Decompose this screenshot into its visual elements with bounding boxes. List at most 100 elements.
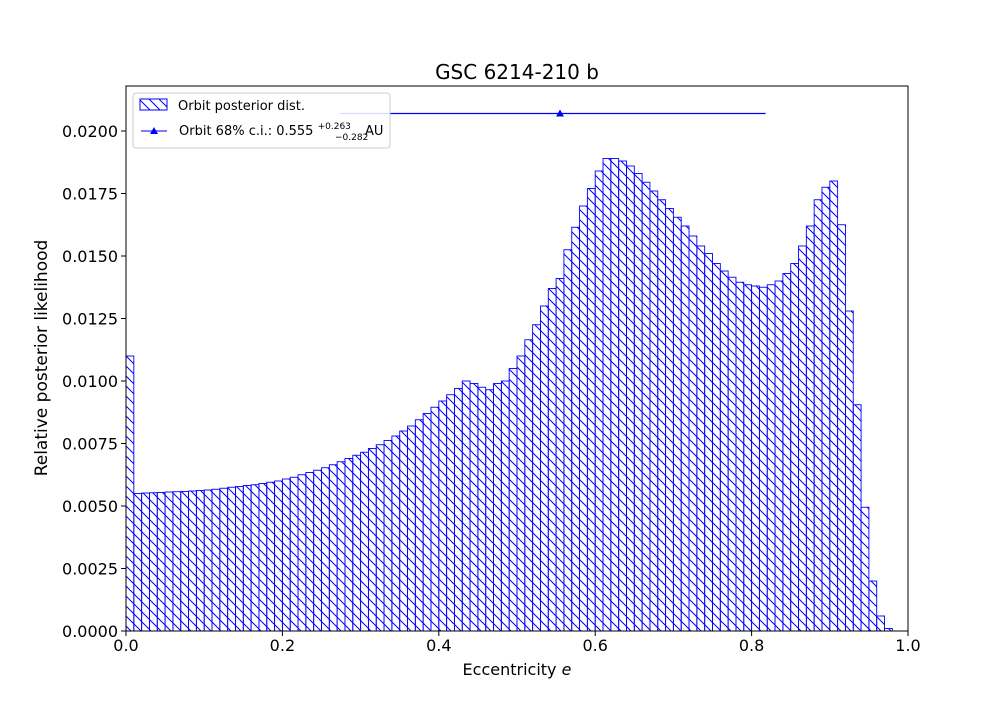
y-tick-label: 0.0000 [62, 622, 118, 641]
x-axis: 0.0 0.2 0.4 0.6 0.8 1.0 [113, 631, 921, 655]
histogram-bar [227, 486, 236, 632]
histogram-bar [211, 488, 221, 632]
histogram-bar [782, 273, 792, 632]
histogram-bar [602, 158, 612, 632]
histogram-bar [860, 506, 870, 632]
histogram-bar [751, 285, 760, 632]
histogram-bar [649, 190, 659, 632]
histogram-bar [407, 425, 416, 632]
histogram-bar [696, 245, 706, 632]
histogram-bar [813, 199, 823, 632]
histogram-bar [774, 280, 784, 632]
histogram-bar [837, 224, 846, 632]
histogram-bar [164, 491, 174, 632]
histogram-bar [626, 165, 635, 632]
histogram-bar [367, 448, 377, 632]
legend-entry-errorbar: Orbit 68% c.i.: 0.555 +0.263 −0.282 AU [179, 118, 383, 144]
histogram-bar [274, 480, 283, 632]
histogram-bar [360, 451, 369, 632]
x-axis-label-symbol: e [562, 660, 572, 679]
histogram-bar [422, 413, 432, 632]
x-tick-label: 0.4 [426, 636, 451, 655]
histogram-bar [258, 483, 268, 632]
x-tick-label: 0.8 [739, 636, 764, 655]
legend-errorbar-main: Orbit 68% c.i.: 0.555 [179, 124, 313, 139]
x-tick-label: 1.0 [895, 636, 920, 655]
y-tick-label: 0.0150 [62, 247, 118, 266]
histogram-bar [618, 160, 627, 632]
histogram-bar [453, 388, 463, 632]
histogram-bar [688, 235, 698, 632]
histogram-bar [657, 199, 667, 632]
histogram-bar [289, 476, 299, 632]
histogram-bar [735, 281, 745, 632]
errorbar-triangle-marker [556, 109, 565, 117]
histogram-bar [563, 249, 573, 632]
histogram-bar [141, 492, 150, 632]
histogram-bar [414, 419, 424, 632]
histogram-bar [610, 158, 620, 632]
legend-box [132, 92, 391, 149]
histogram-bar [641, 181, 651, 632]
histogram-bar [469, 383, 479, 632]
bars-layer [125, 158, 893, 632]
histogram-bar [508, 368, 518, 632]
histogram-bar [250, 484, 260, 632]
histogram-bar [485, 389, 494, 632]
histogram-bar [375, 444, 385, 632]
chart-title: GSC 6214-210 b [435, 60, 599, 84]
legend-errorbar-sub: −0.282 [335, 133, 368, 143]
histogram-bar [571, 226, 581, 632]
legend-entry-histogram: Orbit posterior dist. [178, 99, 305, 114]
x-axis-label-text: Eccentricity [463, 660, 557, 679]
histogram-bar [852, 404, 862, 632]
histogram-bar [712, 263, 721, 632]
y-axis-label: Relative posterior likelihood [32, 240, 52, 477]
histogram-bar [235, 486, 244, 632]
histogram-bar [195, 490, 205, 632]
x-axis-label: Eccentricity e [463, 660, 572, 679]
y-tick-label: 0.0200 [62, 122, 118, 141]
histogram-bar [500, 380, 510, 632]
histogram-bar [680, 225, 690, 632]
histogram-bar [633, 173, 643, 632]
histogram-bar [665, 208, 674, 632]
legend-errorbar-unit: AU [365, 124, 383, 139]
histogram-bar [336, 461, 346, 632]
histogram-bar [344, 458, 354, 632]
histogram-bar [586, 188, 596, 632]
histogram-bar [133, 493, 143, 632]
histogram-bar [399, 430, 408, 632]
y-tick-label: 0.0025 [62, 560, 118, 579]
y-tick-label: 0.0175 [62, 185, 118, 204]
histogram-bar [790, 263, 799, 632]
histogram-bar [125, 355, 135, 632]
histogram-bar [149, 492, 158, 632]
histogram-bar [524, 339, 534, 632]
histogram-bar [430, 406, 440, 632]
histogram-bar [876, 615, 885, 632]
legend-histogram-swatch [139, 98, 168, 111]
histogram-bar [383, 440, 393, 632]
histogram-bar [547, 288, 557, 632]
x-tick-label: 0.2 [270, 636, 295, 655]
histogram-bar [305, 472, 315, 632]
histogram-bar [219, 487, 229, 632]
histogram-bar [266, 481, 276, 632]
histogram-bar [172, 491, 182, 632]
histogram-bar [242, 485, 252, 632]
errorbar-layer [339, 109, 766, 117]
histogram-bar [798, 245, 807, 632]
x-tick-label: 0.0 [113, 636, 138, 655]
legend: Orbit posterior dist. Orbit 68% c.i.: 0.… [132, 92, 391, 149]
histogram-bar [532, 324, 541, 632]
histogram-bar [321, 467, 330, 632]
histogram-bar [766, 284, 776, 632]
legend-errorbar-sup: +0.263 [318, 122, 351, 132]
histogram-bar [704, 253, 713, 632]
histogram-bar [313, 469, 322, 632]
histogram-bar [868, 580, 878, 632]
histogram-bar [758, 286, 768, 632]
histogram-bar [352, 454, 362, 632]
